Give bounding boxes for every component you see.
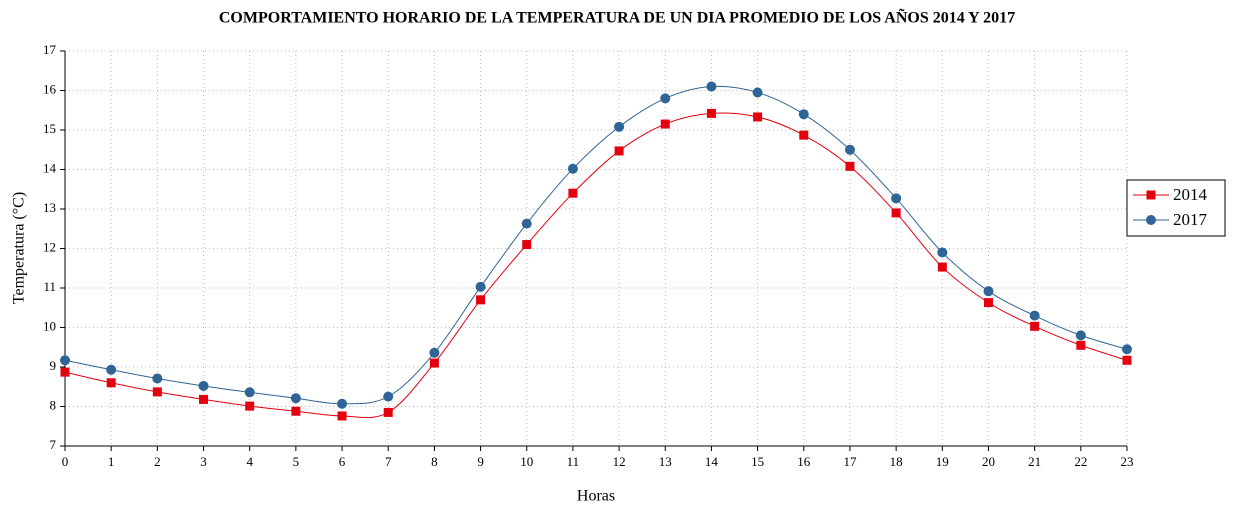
data-point [798, 109, 809, 120]
data-point [152, 387, 162, 397]
data-point [891, 208, 901, 218]
x-axis-title: Horas [577, 488, 615, 505]
y-tick-label: 15 [43, 121, 56, 136]
x-tick-label: 2 [154, 454, 161, 469]
data-point [1030, 321, 1040, 331]
legend-marker [1146, 190, 1156, 200]
x-tick-label: 12 [613, 454, 626, 469]
data-point [383, 391, 394, 402]
x-tick-label: 7 [385, 454, 392, 469]
data-point [614, 146, 624, 156]
x-tick-label: 11 [567, 454, 580, 469]
x-tick-label: 15 [751, 454, 764, 469]
data-point [521, 218, 532, 229]
series-line [64, 85, 1128, 405]
legend-box [1126, 179, 1226, 237]
data-point [937, 247, 948, 258]
y-tick-label: 8 [50, 397, 57, 412]
x-tick-label: 16 [797, 454, 811, 469]
data-point [60, 367, 70, 377]
data-point [983, 298, 993, 308]
data-point [198, 380, 209, 391]
data-point [753, 112, 763, 122]
data-point [337, 398, 348, 409]
x-tick-label: 3 [200, 454, 207, 469]
x-tick-label: 13 [659, 454, 672, 469]
data-point [475, 281, 486, 292]
data-point [1122, 355, 1132, 365]
data-point [844, 144, 855, 155]
data-point [1122, 344, 1132, 355]
y-axis-title: Temperatura (°C) [11, 192, 28, 304]
data-point [337, 411, 347, 421]
y-tick-label: 17 [43, 42, 57, 57]
x-tick-label: 23 [1121, 454, 1134, 469]
data-point [1076, 340, 1086, 350]
data-point [383, 407, 393, 417]
data-point [799, 130, 809, 140]
data-point [522, 240, 532, 250]
x-tick-label: 0 [62, 454, 69, 469]
data-point [290, 393, 301, 404]
y-tick-label: 10 [43, 318, 56, 333]
y-tick-label: 13 [43, 200, 56, 215]
data-point [614, 121, 625, 132]
data-point [568, 188, 578, 198]
y-tick-label: 7 [50, 437, 57, 452]
x-tick-label: 17 [843, 454, 857, 469]
x-tick-label: 9 [477, 454, 484, 469]
data-point [1029, 310, 1040, 321]
data-point [660, 119, 670, 129]
y-tick-label: 14 [43, 160, 57, 175]
data-point [1075, 330, 1086, 341]
data-point [429, 347, 440, 358]
legend-label: 2014 [1173, 185, 1208, 204]
data-point [199, 394, 209, 404]
y-tick-label: 16 [43, 81, 57, 96]
x-tick-label: 4 [246, 454, 253, 469]
x-tick-label: 19 [936, 454, 949, 469]
x-tick-label: 1 [108, 454, 115, 469]
data-point [567, 163, 578, 174]
x-tick-label: 6 [339, 454, 346, 469]
x-tick-label: 20 [982, 454, 995, 469]
data-point [937, 262, 947, 272]
data-point [845, 161, 855, 171]
x-tick-label: 8 [431, 454, 438, 469]
x-tick-label: 14 [705, 454, 719, 469]
x-tick-label: 5 [293, 454, 300, 469]
y-tick-label: 9 [50, 358, 57, 373]
data-point [752, 87, 763, 98]
x-tick-label: 10 [520, 454, 533, 469]
x-tick-label: 22 [1074, 454, 1087, 469]
legend-label: 2017 [1173, 210, 1208, 229]
data-point [291, 406, 301, 416]
x-tick-label: 18 [890, 454, 903, 469]
data-point [429, 358, 439, 368]
y-tick-label: 11 [43, 279, 56, 294]
chart-title: COMPORTAMIENTO HORARIO DE LA TEMPERATURA… [219, 8, 1015, 27]
legend-marker [1146, 215, 1156, 225]
data-point [60, 355, 70, 366]
data-point [706, 108, 716, 118]
data-point [106, 364, 117, 375]
data-point [660, 93, 671, 104]
data-point [476, 295, 486, 305]
data-point [106, 378, 116, 388]
data-point [245, 401, 255, 411]
y-tick-label: 12 [43, 239, 56, 254]
series-line [64, 112, 1128, 419]
data-point [891, 193, 902, 204]
data-point [152, 373, 163, 384]
data-point [983, 286, 994, 297]
data-point [706, 81, 717, 92]
x-tick-label: 21 [1028, 454, 1041, 469]
data-point [244, 387, 255, 398]
